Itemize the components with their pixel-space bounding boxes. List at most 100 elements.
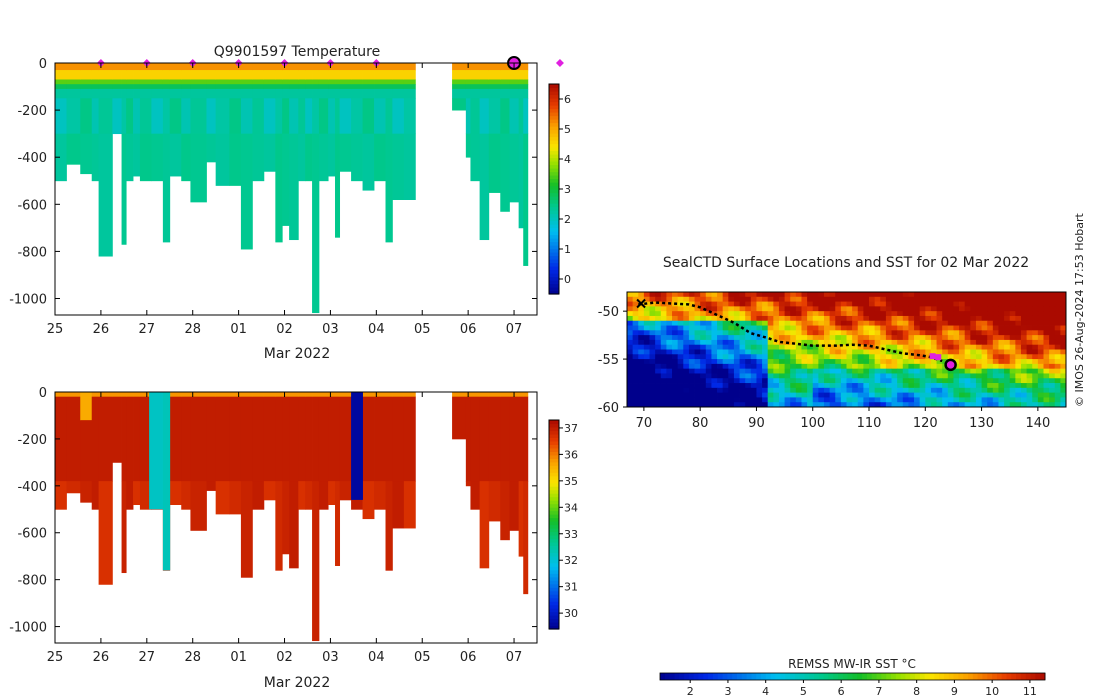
- sst-cell: [677, 349, 684, 355]
- temperature-cell: [500, 63, 510, 71]
- sst-cell: [846, 359, 853, 365]
- sst-cell: [739, 363, 746, 370]
- sst-cell: [1032, 325, 1039, 331]
- sst-cell: [638, 354, 645, 360]
- sst-cell: [1004, 363, 1011, 370]
- sst-cell: [987, 339, 994, 346]
- sst-cell: [902, 330, 909, 336]
- colorbar-segment: [549, 548, 559, 553]
- colorbar-segment: [549, 185, 559, 190]
- salinity-cell: [312, 392, 320, 398]
- sst-cell: [953, 335, 960, 341]
- sst-cell: [1004, 373, 1011, 379]
- x-tick-label: 01: [230, 322, 247, 337]
- sst-cell: [902, 402, 909, 408]
- sst-cell: [1043, 306, 1050, 312]
- colorbar-segment: [549, 101, 559, 106]
- sst-cell: [947, 383, 954, 389]
- sst-cell: [818, 335, 825, 341]
- sst-cell: [992, 325, 999, 331]
- colorbar-segment: [549, 524, 559, 529]
- sst-cell: [649, 301, 656, 307]
- sst-cell: [857, 301, 864, 307]
- sst-cell: [666, 311, 673, 317]
- sst-cell: [1004, 330, 1011, 336]
- sst-cell: [823, 349, 831, 355]
- sst-cell: [823, 397, 831, 403]
- salinity-cell: [55, 392, 67, 398]
- colorbar-segment: [549, 259, 559, 264]
- sst-cell: [852, 378, 859, 384]
- sst-cell: [790, 306, 797, 312]
- sst-cell: [1060, 387, 1067, 394]
- sst-cell: [756, 301, 763, 307]
- sst-cell: [987, 315, 994, 322]
- sst-cell: [863, 378, 870, 384]
- sst-cell: [947, 344, 954, 350]
- sst-cell: [998, 292, 1005, 298]
- sst-cell: [711, 373, 718, 379]
- sst-cell: [688, 402, 695, 408]
- sst-cell: [863, 392, 870, 398]
- sst-cell: [925, 315, 932, 322]
- temperature-cell: [500, 133, 510, 212]
- sst-cell: [660, 330, 667, 336]
- sst-cell: [705, 315, 712, 322]
- sst-cell: [987, 292, 994, 298]
- sst-cell: [908, 335, 915, 341]
- sst-cell: [1049, 392, 1056, 398]
- sst-cell: [885, 368, 892, 374]
- sst-cell: [773, 368, 780, 374]
- sst-cell: [739, 306, 746, 312]
- colorbar-segment: [549, 157, 559, 162]
- sst-cell: [908, 339, 915, 346]
- temperature-cell: [80, 133, 93, 175]
- sst-cell: [694, 368, 701, 374]
- sst-cell: [835, 292, 842, 298]
- sst-cell: [1043, 368, 1050, 374]
- sst-cell: [897, 359, 904, 365]
- sst-cell: [981, 359, 988, 365]
- sst-cell: [655, 373, 662, 379]
- sst-cell: [840, 296, 847, 302]
- sst-cell: [964, 292, 971, 298]
- sst-cell: [869, 315, 876, 322]
- salinity-profile-cells: [55, 392, 529, 642]
- sst-cell: [908, 392, 915, 398]
- sst-cell: [649, 339, 656, 346]
- sst-cell: [902, 397, 909, 403]
- sst-cell: [835, 392, 842, 398]
- sst-cell: [1004, 292, 1011, 298]
- sst-cell: [632, 330, 639, 336]
- sst-colorbar-segment: [1001, 673, 1007, 680]
- sst-cell: [666, 330, 673, 336]
- sst-cell: [959, 311, 966, 317]
- sst-cell: [778, 354, 785, 360]
- sst-cell: [908, 330, 915, 336]
- sst-cell: [643, 296, 650, 302]
- colorbar-segment: [549, 517, 559, 522]
- sst-cell: [1032, 292, 1039, 298]
- sst-cell: [683, 387, 690, 394]
- sst-cell: [1037, 397, 1044, 403]
- sst-cell: [745, 339, 752, 346]
- sst-cell: [908, 378, 915, 384]
- sst-cell: [863, 402, 870, 408]
- sst-cell: [807, 349, 814, 355]
- sst-cell: [733, 373, 740, 379]
- sst-cell: [1060, 373, 1067, 379]
- sst-cell: [717, 359, 724, 365]
- temperature-cell: [190, 63, 207, 71]
- temperature-cell: [479, 70, 490, 80]
- sst-cell: [891, 306, 898, 312]
- sst-cell: [919, 335, 926, 341]
- sst-cell: [1020, 359, 1028, 365]
- sst-cell: [959, 349, 966, 355]
- sst-cell: [970, 373, 977, 379]
- sst-cell: [840, 387, 847, 394]
- sst-cell: [846, 335, 853, 341]
- sst-cell: [874, 330, 881, 336]
- sst-cell: [981, 306, 988, 312]
- salinity-cell: [289, 392, 299, 398]
- colorbar-tick-label: 34: [564, 501, 578, 514]
